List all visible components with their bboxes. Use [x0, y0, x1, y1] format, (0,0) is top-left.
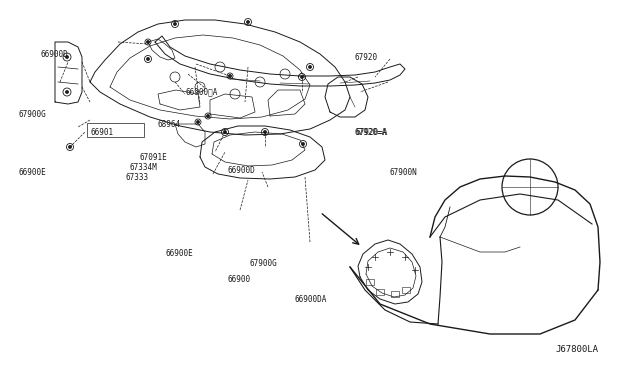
Circle shape	[66, 91, 68, 93]
Text: 67900N: 67900N	[390, 167, 418, 176]
Circle shape	[197, 121, 199, 123]
Circle shape	[66, 56, 68, 58]
Bar	[376, 289, 384, 295]
Text: 68964: 68964	[158, 119, 181, 128]
Bar	[402, 287, 410, 293]
Circle shape	[264, 131, 266, 133]
Circle shape	[224, 131, 226, 133]
Circle shape	[207, 115, 209, 117]
Circle shape	[301, 76, 303, 78]
Circle shape	[308, 66, 311, 68]
Circle shape	[174, 23, 176, 25]
Circle shape	[147, 41, 149, 43]
Text: 66900DA: 66900DA	[295, 295, 328, 305]
Text: 67333: 67333	[125, 173, 148, 182]
Text: 66900: 66900	[228, 276, 251, 285]
Text: J67800LA: J67800LA	[555, 345, 598, 354]
Circle shape	[229, 75, 231, 77]
Text: 66900E: 66900E	[165, 250, 193, 259]
Text: 66900D: 66900D	[228, 166, 256, 174]
Text: 67920: 67920	[355, 52, 378, 61]
Text: 67920=A: 67920=A	[355, 128, 387, 137]
Text: 66900D: 66900D	[40, 49, 68, 58]
Text: 67900G: 67900G	[18, 109, 45, 119]
Bar	[366, 279, 374, 285]
Text: 66900E: 66900E	[18, 167, 45, 176]
Circle shape	[147, 58, 149, 60]
Text: 67920=A: 67920=A	[356, 128, 388, 137]
Circle shape	[302, 143, 304, 145]
Text: 67334M: 67334M	[130, 163, 157, 171]
Circle shape	[69, 146, 71, 148]
Text: 67091E: 67091E	[140, 153, 168, 161]
Text: 66901: 66901	[90, 128, 113, 137]
Bar	[391, 291, 399, 297]
Circle shape	[247, 21, 249, 23]
Text: 66900ךA: 66900ךA	[185, 87, 218, 96]
Text: 67900G: 67900G	[250, 260, 278, 269]
